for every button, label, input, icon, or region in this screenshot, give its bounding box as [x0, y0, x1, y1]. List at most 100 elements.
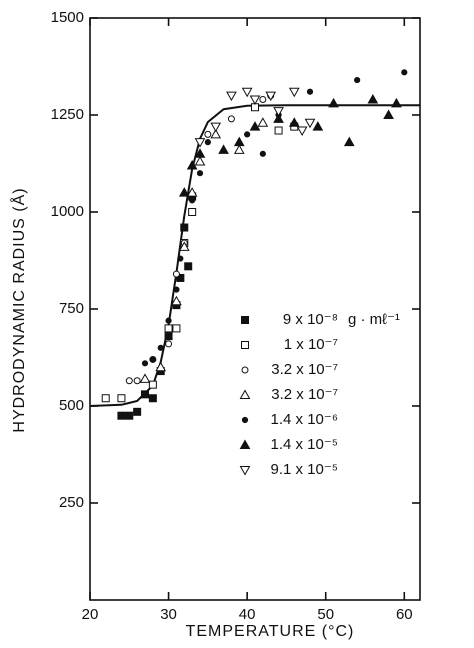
y-tick-label: 1000: [51, 203, 84, 220]
data-point: [257, 117, 269, 127]
data-point: [296, 126, 308, 137]
data-point: [171, 295, 182, 306]
data-point: [164, 332, 173, 341]
y-tick-label: 250: [59, 494, 84, 511]
data-point: [178, 187, 190, 197]
legend-label: 1 x 10⁻⁷: [284, 336, 338, 353]
legend-marker: [241, 341, 249, 349]
legend-marker: [239, 466, 251, 476]
legend-marker: [239, 439, 251, 449]
data-point: [265, 91, 277, 102]
data-point: [125, 411, 134, 420]
x-tick-label: 60: [396, 606, 413, 623]
legend-label: 3.2 x 10⁻⁷: [271, 386, 338, 403]
data-point: [233, 144, 245, 154]
data-point: [383, 109, 394, 119]
data-point: [244, 131, 251, 138]
data-point: [367, 93, 379, 104]
x-tick-label: 20: [82, 606, 99, 623]
data-point: [178, 241, 190, 251]
data-point: [133, 407, 142, 416]
data-point: [218, 144, 229, 154]
data-point: [125, 377, 133, 385]
data-point: [401, 69, 408, 76]
data-point: [233, 136, 245, 147]
data-point: [177, 255, 184, 262]
data-point: [189, 197, 196, 204]
data-point: [288, 87, 300, 98]
legend-marker: [241, 316, 249, 324]
data-point: [354, 76, 361, 84]
y-tick-label: 500: [59, 397, 84, 414]
y-axis-label: HYDRODYNAMIC RADIUS (Å): [9, 187, 28, 432]
data-point: [273, 113, 284, 123]
legend-unit: g · mℓ⁻¹: [348, 311, 400, 328]
data-point: [172, 324, 181, 333]
data-point: [249, 121, 261, 131]
data-point: [249, 95, 261, 105]
data-point: [117, 394, 126, 403]
data-point: [227, 115, 235, 123]
data-point: [181, 224, 188, 231]
data-point: [259, 95, 267, 103]
data-point: [273, 107, 284, 117]
y-tick-label: 1500: [51, 9, 84, 26]
data-point: [304, 118, 316, 129]
data-point: [391, 97, 402, 108]
data-point: [141, 390, 149, 399]
data-point: [164, 324, 173, 333]
data-point: [117, 411, 126, 420]
data-point: [173, 286, 180, 293]
data-point: [139, 373, 151, 383]
legend-marker: [241, 416, 249, 424]
data-point: [194, 148, 206, 158]
legend-marker: [241, 366, 249, 374]
legend-label: 3.2 x 10⁻⁷: [271, 361, 338, 378]
data-point: [172, 270, 180, 278]
data-point: [226, 91, 237, 102]
data-point: [259, 150, 266, 157]
legend-label: 1.4 x 10⁻⁶: [271, 411, 338, 428]
y-tick-label: 1250: [51, 106, 84, 123]
data-point: [133, 377, 141, 385]
data-point: [188, 208, 197, 216]
data-point: [149, 356, 156, 363]
legend-label: 9 x 10⁻⁸: [283, 311, 338, 328]
data-point: [186, 159, 198, 170]
data-point: [241, 87, 253, 98]
data-point: [148, 394, 157, 403]
data-point: [194, 138, 206, 148]
data-point: [155, 361, 167, 372]
legend-marker: [239, 389, 251, 399]
data-point: [165, 317, 172, 324]
legend-label: 9.1 x 10⁻⁵: [270, 461, 338, 478]
data-point: [186, 187, 198, 197]
data-point: [165, 340, 173, 348]
data-point: [194, 156, 206, 166]
data-point: [157, 344, 164, 351]
x-axis-label: TEMPERATURE (°C): [186, 623, 355, 640]
data-point: [141, 360, 149, 367]
data-point: [204, 139, 211, 146]
data-point: [204, 130, 212, 138]
data-point: [184, 262, 193, 271]
data-point: [101, 394, 110, 403]
data-point: [176, 273, 185, 282]
data-point: [196, 170, 204, 177]
fit-curve: [89, 104, 420, 407]
data-point: [210, 128, 222, 139]
y-tick-label: 750: [59, 300, 84, 317]
data-point: [288, 117, 300, 127]
data-point: [210, 122, 222, 133]
data-point: [274, 126, 283, 135]
legend-label: 1.4 x 10⁻⁵: [270, 436, 338, 453]
x-tick-label: 30: [160, 606, 177, 623]
data-point: [328, 97, 339, 108]
x-tick-label: 40: [239, 606, 256, 623]
data-point: [148, 380, 157, 389]
x-tick-label: 50: [317, 606, 334, 623]
data-point: [343, 136, 355, 147]
data-point: [312, 121, 324, 131]
data-point: [306, 88, 314, 95]
